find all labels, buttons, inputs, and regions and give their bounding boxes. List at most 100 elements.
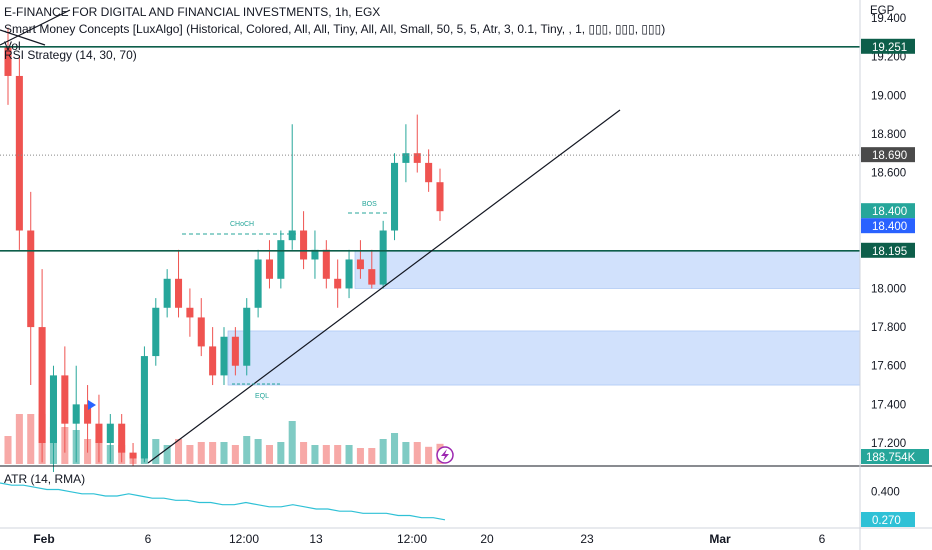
time-tick-label: 12:00	[397, 532, 427, 546]
volume-bar	[288, 421, 296, 464]
candle-body	[72, 404, 80, 424]
demand-zone	[227, 330, 861, 386]
volume-bar	[15, 414, 23, 464]
lightning-icon[interactable]	[436, 446, 454, 464]
volume-bar	[322, 445, 330, 464]
demand-zone	[354, 250, 861, 289]
time-tick-label: 6	[819, 532, 826, 546]
time-tick-label: Mar	[709, 532, 731, 546]
volume-bar	[27, 414, 35, 464]
tag-level-upper: 19.251	[872, 42, 907, 54]
candle-body	[425, 162, 433, 183]
candle-body	[106, 423, 114, 443]
volume-bar	[368, 448, 376, 464]
candle-body	[436, 182, 444, 212]
legend-title: E-FINANCE FOR DIGITAL AND FINANCIAL INVE…	[4, 5, 381, 19]
volume-bar	[345, 445, 353, 464]
volume-bar	[356, 448, 364, 464]
candle-body	[61, 375, 69, 424]
volume-bar	[209, 442, 217, 464]
trendline-main[interactable]	[147, 109, 621, 464]
candle-body	[95, 423, 103, 443]
price-tick-label: 18.000	[871, 283, 906, 295]
bos-label: BOS	[362, 201, 377, 208]
candle-body	[27, 230, 35, 328]
candle-body	[345, 259, 353, 289]
time-axis[interactable]: Feb 6 12:00 13 12:00 20 23 Mar 6	[33, 532, 825, 546]
candle-body	[4, 46, 12, 76]
volume-bar	[220, 442, 228, 464]
candle-body	[300, 230, 308, 260]
volume-bar	[265, 445, 273, 464]
tag-atr: 0.270	[872, 515, 901, 527]
volume-bar	[391, 433, 399, 464]
volume-bar	[311, 445, 319, 464]
tag-current-price-bg	[861, 203, 915, 219]
tag-atr-bg	[861, 512, 915, 527]
candle-body	[391, 162, 399, 231]
volume-bar	[163, 445, 171, 464]
volume-bar	[4, 436, 12, 464]
candle-body	[38, 327, 46, 443]
trendline-top-left[interactable]	[0, 9, 71, 46]
volume-bar	[425, 446, 433, 464]
tag-level-lower-bg	[861, 242, 915, 258]
tag-current-price-blue: 18.400	[872, 221, 907, 233]
candle-body	[209, 346, 217, 376]
volume-bar	[152, 439, 160, 464]
tag-level-lower: 18.195	[872, 246, 907, 258]
candle-body	[15, 75, 23, 231]
time-tick-label: 23	[580, 532, 594, 546]
blue-flag-marker	[88, 400, 96, 410]
tag-last-close: 18.690	[872, 150, 907, 162]
time-tick-label: 6	[145, 532, 152, 546]
legend-atr-indicator[interactable]: ATR (14, RMA)	[4, 472, 86, 486]
candle-body	[243, 307, 251, 366]
time-tick-label: Feb	[33, 532, 54, 546]
candle-body	[231, 336, 239, 366]
candle-body	[356, 259, 364, 270]
tag-current-price: 18.400	[872, 206, 907, 218]
candle-body	[175, 278, 183, 308]
price-tick-label: 19.200	[871, 52, 906, 64]
volume-bar	[197, 442, 205, 464]
tag-volume: 188.754K	[866, 452, 916, 464]
volume-bar	[254, 439, 262, 464]
candle-body	[254, 259, 262, 308]
candle-body	[118, 423, 126, 453]
atr-tick-label: 0.400	[871, 487, 900, 499]
tag-volume-bg	[861, 449, 929, 464]
volume-bar	[186, 445, 194, 464]
volume-bar	[243, 436, 251, 464]
candle-body	[49, 375, 57, 443]
candle-body	[402, 153, 410, 163]
demand-zones	[227, 250, 861, 386]
candle-body	[334, 278, 342, 289]
trendline-top-left-2[interactable]	[0, 29, 46, 46]
tag-last-close-bg	[861, 147, 915, 163]
time-tick-label: 20	[480, 532, 494, 546]
eql-label: EQL	[255, 393, 269, 400]
volume-bar	[413, 442, 421, 464]
legend-rsi-indicator[interactable]: RSI Strategy (14, 30, 70)	[4, 48, 137, 62]
time-tick-label: 12:00	[229, 532, 259, 546]
legend-vol-indicator[interactable]: Vol	[4, 39, 21, 53]
candle-body	[368, 269, 376, 285]
price-tick-label: 17.400	[871, 399, 906, 411]
price-tick-label: 17.200	[871, 438, 906, 450]
candle-body	[186, 307, 194, 318]
price-tick-label: 19.000	[871, 90, 906, 102]
choch-label: CHoCH	[230, 221, 254, 228]
candle-body	[140, 356, 148, 459]
candle-body	[277, 240, 285, 279]
price-tick-label: 17.800	[871, 322, 906, 334]
main-pane[interactable]	[0, 0, 860, 466]
price-tick-label: 18.600	[871, 168, 906, 180]
price-tick-label: 18.800	[871, 129, 906, 141]
legend-smc-indicator[interactable]: Smart Money Concepts [LuxAlgo] (Historic…	[4, 22, 666, 36]
horizontal-levels[interactable]	[0, 45, 860, 252]
candle-body	[379, 230, 387, 285]
tag-current-price-blue-bg	[861, 218, 915, 234]
volume-bar	[379, 439, 387, 464]
